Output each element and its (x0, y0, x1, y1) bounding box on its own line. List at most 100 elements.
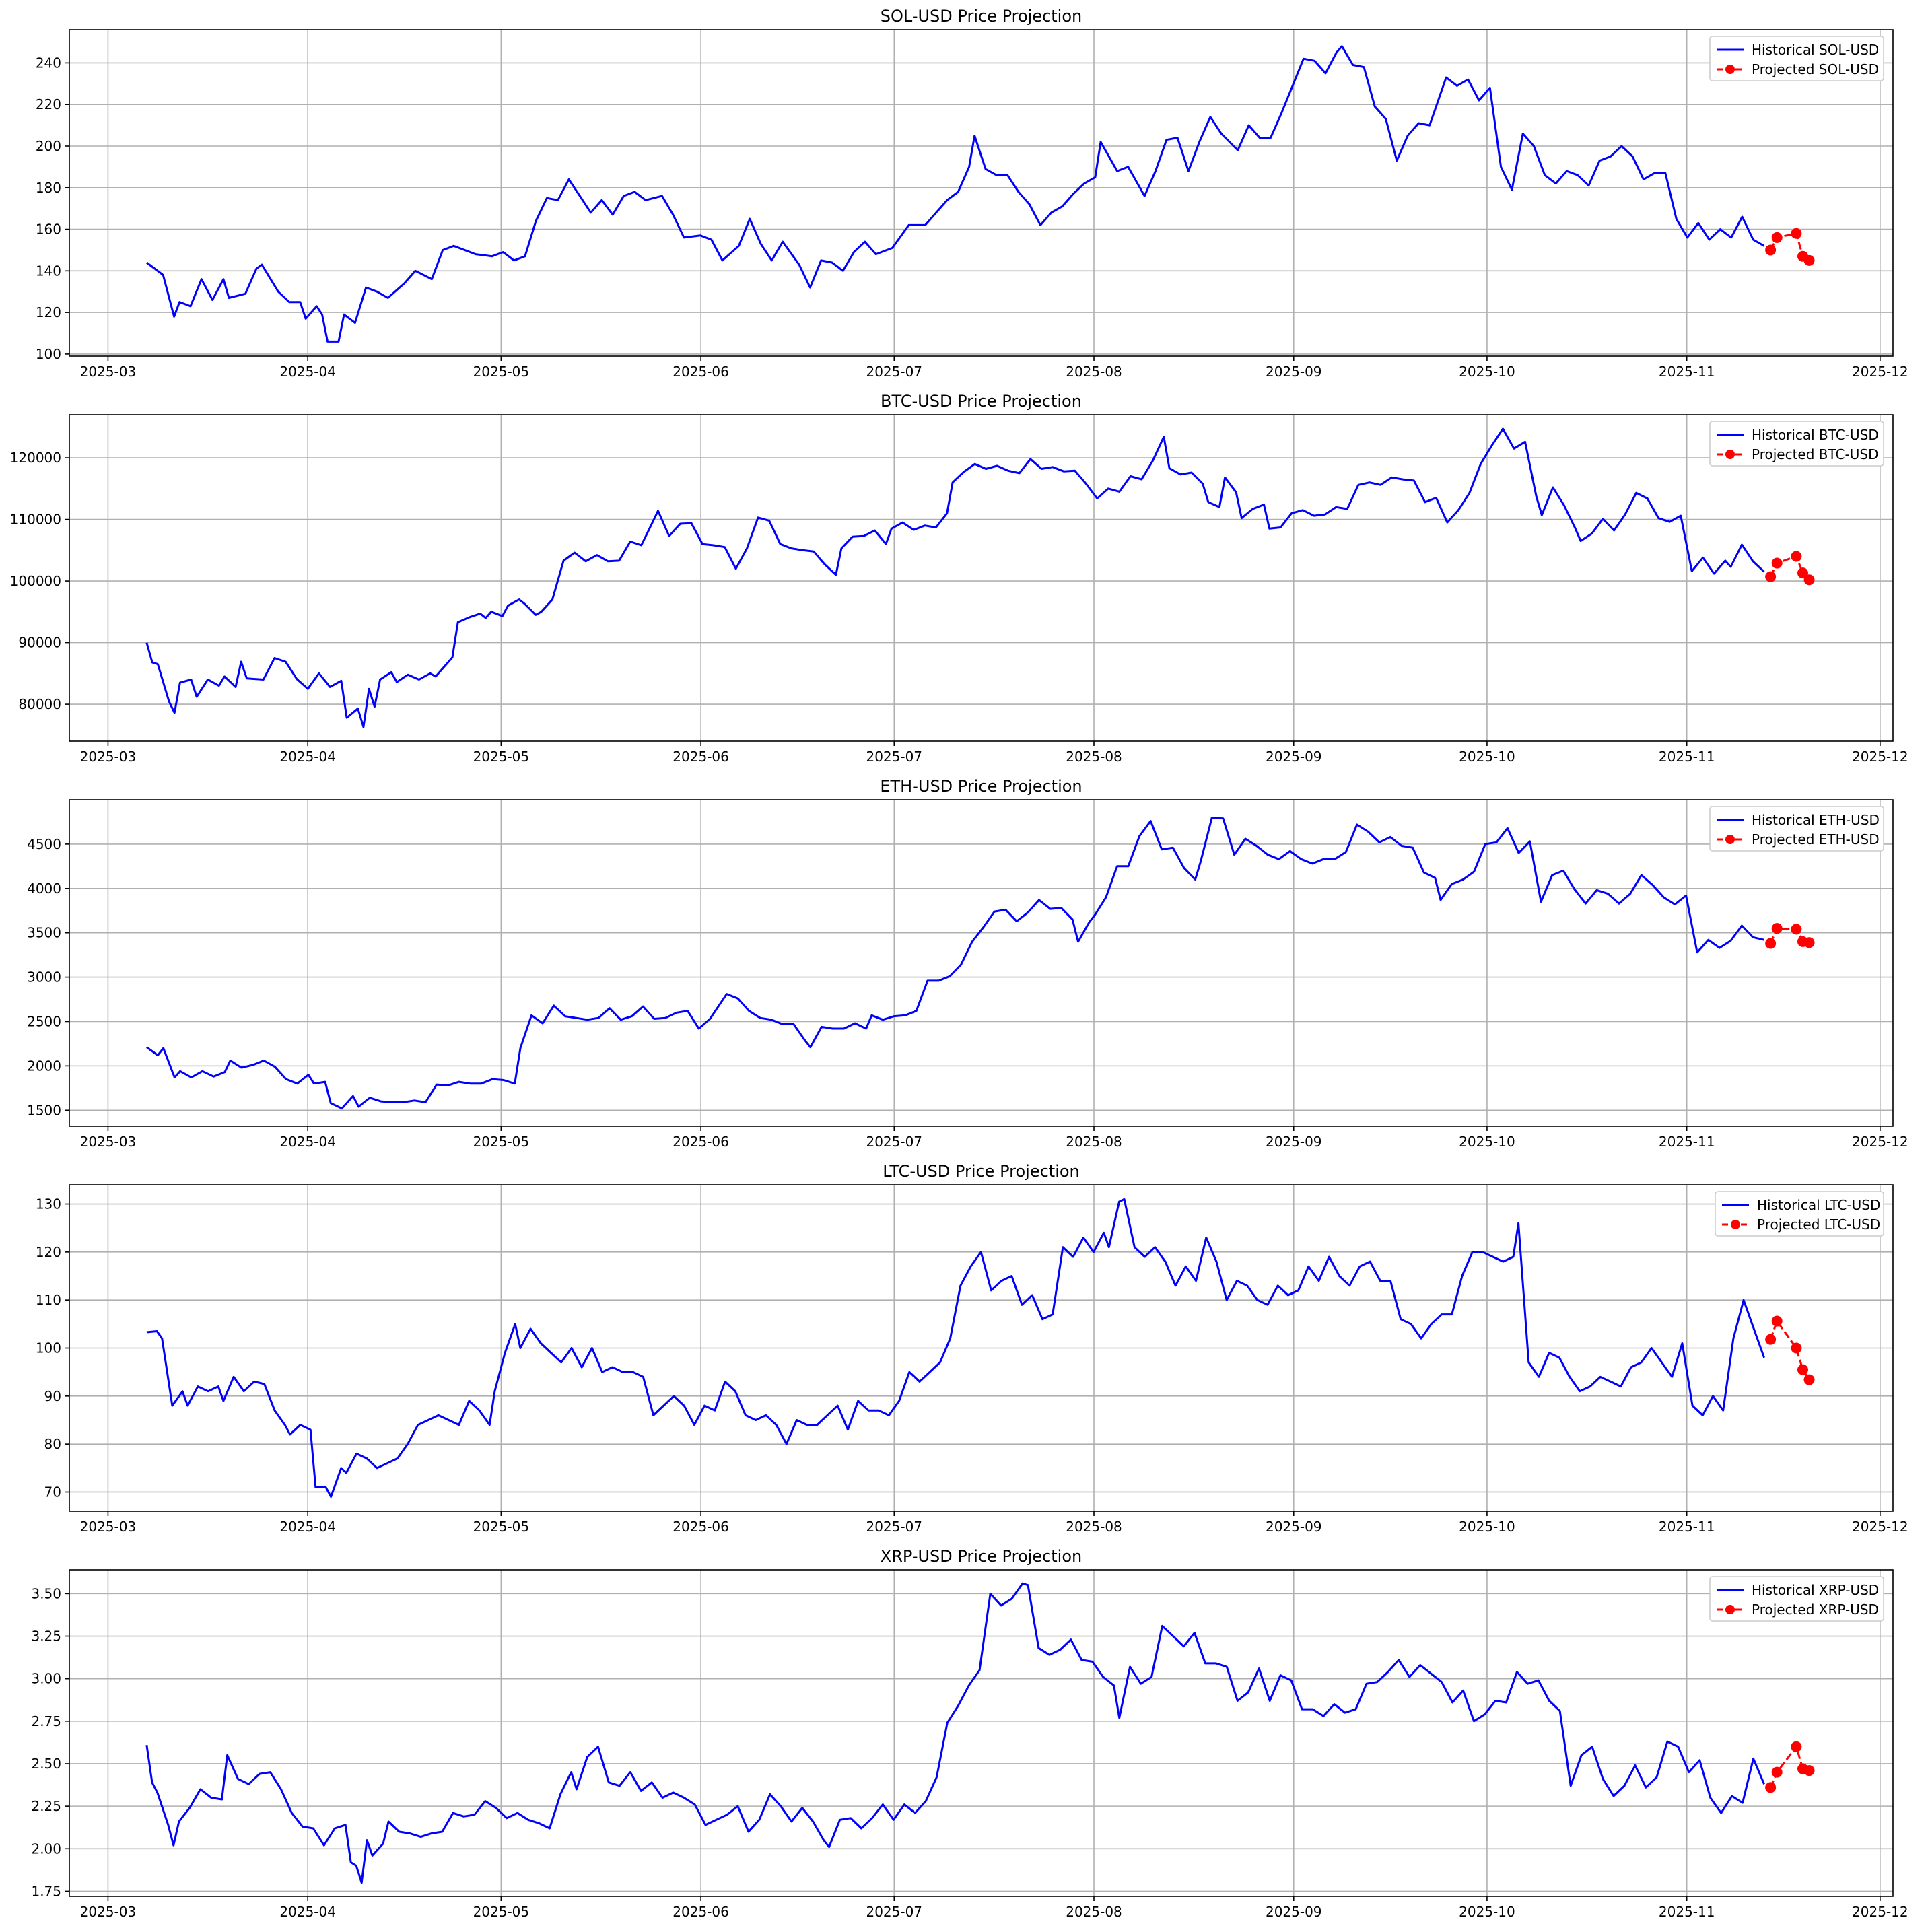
legend-box (1709, 1576, 1884, 1622)
plot-frame (69, 799, 1894, 1127)
subplot-3: ETH-USD Price Projection 2025-03 2025-04 20… (27, 777, 1908, 1150)
y-tick-label: 110000 (10, 512, 61, 528)
projected-point (1765, 571, 1777, 582)
subplot-4: LTC-USD Price Projection 2025-03 2025-04 20… (36, 1162, 1908, 1535)
x-tick-label: 2025-11 (1659, 364, 1715, 380)
plot-frame (69, 414, 1894, 742)
y-tick-label: 120 (36, 304, 61, 320)
y-tick-label: 3.00 (31, 1671, 61, 1687)
legend-label: Projected XRP-USD (1752, 1601, 1879, 1618)
y-tick-label: 90 (44, 1388, 61, 1404)
y-tick-label: 120 (36, 1244, 61, 1260)
y-tick-label: 200 (36, 138, 61, 154)
legend-label: Historical ETH-USD (1752, 812, 1880, 828)
legend-marker (1731, 1220, 1740, 1229)
x-tick-label: 2025-06 (673, 364, 729, 380)
x-tick-label: 2025-03 (80, 749, 137, 765)
x-tick-label: 2025-11 (1659, 1519, 1715, 1535)
x-tick-label: 2025-10 (1459, 749, 1515, 765)
legend-box (1709, 421, 1884, 467)
x-tick-label: 2025-10 (1459, 1519, 1515, 1535)
x-tick-label: 2025-03 (80, 1519, 137, 1535)
y-tick-label: 2500 (27, 1013, 61, 1029)
y-tick-label: 130 (36, 1196, 61, 1212)
x-tick-label: 2025-12 (1852, 1134, 1908, 1150)
projected-point (1771, 1766, 1783, 1778)
projected-point (1765, 244, 1777, 256)
legend-label: Historical BTC-USD (1752, 427, 1879, 443)
x-tick-label: 2025-04 (279, 1134, 336, 1150)
projected-point (1771, 232, 1783, 243)
x-tick-label: 2025-08 (1066, 1904, 1122, 1920)
projected-point (1791, 1741, 1802, 1752)
legend-label: Historical XRP-USD (1752, 1582, 1879, 1598)
y-tick-label: 70 (44, 1484, 61, 1500)
plot-frame (69, 29, 1894, 357)
x-tick-label: 2025-08 (1066, 749, 1122, 765)
y-tick-label: 1.75 (31, 1883, 61, 1899)
subplot-1: SOL-USD Price Projection 2025-03 2025-04 20… (36, 7, 1908, 380)
x-tick-label: 2025-04 (279, 364, 336, 380)
legend-box (1709, 36, 1884, 81)
subplot-2: BTC-USD Price Projection 2025-03 2025-04 20… (10, 392, 1908, 765)
x-tick-label: 2025-05 (473, 1134, 530, 1150)
y-tick-label: 160 (36, 221, 61, 238)
x-tick-label: 2025-06 (673, 1904, 729, 1920)
x-tick-label: 2025-08 (1066, 364, 1122, 380)
legend-label: Projected SOL-USD (1752, 61, 1879, 77)
projected-point (1797, 567, 1808, 579)
x-tick-label: 2025-09 (1266, 1904, 1322, 1920)
x-tick-label: 2025-06 (673, 1134, 729, 1150)
y-tick-label: 3.25 (31, 1628, 61, 1645)
plot-frame (69, 1569, 1894, 1897)
chart-title: ETH-USD Price Projection (880, 777, 1082, 796)
legend-label: Historical LTC-USD (1757, 1197, 1880, 1213)
x-tick-label: 2025-03 (80, 1904, 137, 1920)
chart-title: LTC-USD Price Projection (883, 1162, 1080, 1181)
y-tick-label: 3.50 (31, 1585, 61, 1601)
y-tick-label: 120000 (10, 450, 61, 466)
x-tick-label: 2025-09 (1266, 1134, 1322, 1150)
legend-marker (1725, 450, 1735, 459)
y-tick-label: 3500 (27, 925, 61, 941)
legend-label: Projected BTC-USD (1752, 446, 1878, 462)
plot-frame (69, 1184, 1894, 1512)
y-tick-label: 100 (36, 1340, 61, 1356)
x-tick-label: 2025-05 (473, 1904, 530, 1920)
legend-label: Historical SOL-USD (1752, 42, 1879, 58)
y-tick-label: 180 (36, 180, 61, 196)
x-tick-label: 2025-03 (80, 364, 137, 380)
y-tick-label: 110 (36, 1292, 61, 1308)
x-tick-label: 2025-12 (1852, 364, 1908, 380)
projected-point (1803, 574, 1815, 586)
projected-point (1803, 1374, 1815, 1385)
projected-point (1791, 924, 1802, 935)
x-tick-label: 2025-06 (673, 1519, 729, 1535)
projected-point (1791, 551, 1802, 562)
x-tick-label: 2025-12 (1852, 1904, 1908, 1920)
series-line-historical (145, 1582, 1765, 1884)
projected-point (1803, 937, 1815, 948)
projected-point (1765, 1782, 1777, 1793)
y-tick-label: 4000 (27, 881, 61, 897)
x-tick-label: 2025-12 (1852, 749, 1908, 765)
x-tick-label: 2025-07 (866, 749, 922, 765)
legend-box (1709, 806, 1884, 852)
x-tick-label: 2025-09 (1266, 1519, 1322, 1535)
legend-marker (1725, 1605, 1735, 1614)
projected-point (1797, 1364, 1808, 1375)
x-tick-label: 2025-04 (279, 1904, 336, 1920)
x-tick-label: 2025-05 (473, 1519, 530, 1535)
x-tick-label: 2025-11 (1659, 1904, 1715, 1920)
y-tick-label: 80000 (18, 696, 61, 712)
x-tick-label: 2025-05 (473, 364, 530, 380)
projected-point (1771, 557, 1783, 569)
y-tick-label: 100 (36, 346, 61, 362)
x-tick-label: 2025-10 (1459, 1904, 1515, 1920)
legend-marker (1725, 835, 1735, 844)
legend-label: Projected ETH-USD (1752, 831, 1880, 848)
x-tick-label: 2025-04 (279, 749, 336, 765)
x-tick-label: 2025-08 (1066, 1134, 1122, 1150)
legend-label: Projected LTC-USD (1757, 1216, 1880, 1233)
y-tick-label: 2.50 (31, 1756, 61, 1772)
